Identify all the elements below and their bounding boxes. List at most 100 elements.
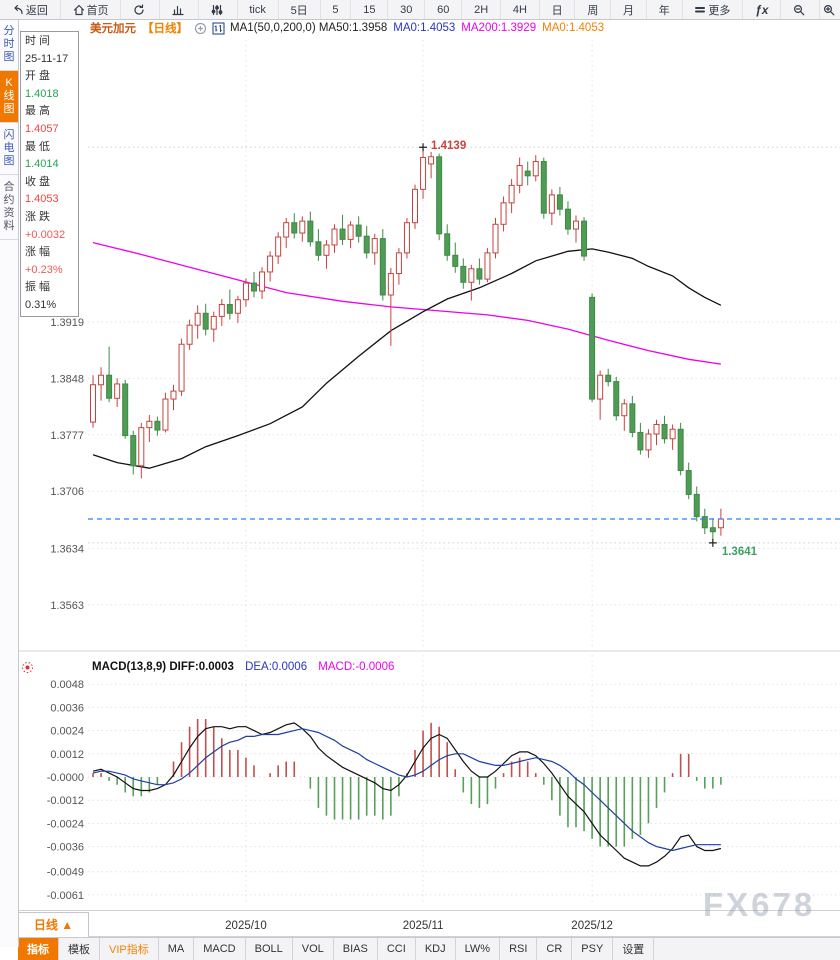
candle (597, 374, 604, 400)
period-year-button[interactable]: 年 (647, 0, 683, 19)
period-2h-button[interactable]: 2H (462, 0, 501, 19)
indicator-tab-CCI[interactable]: CCI (378, 938, 416, 960)
ma-line-ma50 (92, 248, 722, 469)
macd-diff-line (92, 722, 722, 867)
indicator-tab-设置[interactable]: 设置 (613, 938, 655, 960)
candle (355, 224, 362, 237)
indicator-tab-KDJ[interactable]: KDJ (416, 938, 456, 960)
indicator-settings-button[interactable] (199, 0, 238, 19)
indicator-tab-模板[interactable]: 模板 (59, 938, 100, 960)
toolbar-item-label: 15 (363, 3, 376, 16)
more-button[interactable]: 更多 (683, 0, 744, 19)
candle (218, 304, 225, 317)
candle (500, 202, 507, 225)
refresh-icon (133, 3, 145, 16)
indicator-tab-CR[interactable]: CR (537, 938, 573, 960)
indicator-tab-LW%[interactable]: LW% (456, 938, 501, 960)
indicator-tab-RSI[interactable]: RSI (500, 938, 538, 960)
info-value: +0.23% (25, 263, 63, 276)
home-icon (73, 4, 85, 16)
period-day-button[interactable]: 日 (540, 0, 576, 19)
period-5-button[interactable]: 5 (321, 0, 352, 19)
back-button[interactable]: 返回 (0, 0, 61, 19)
macd-y-axis-label: -0.0012 (47, 795, 84, 807)
period-4h-button[interactable]: 4H (501, 0, 540, 19)
candle (452, 254, 459, 267)
candle (186, 324, 193, 345)
fx-button[interactable]: ƒx (743, 0, 782, 19)
sidebar-tab-3[interactable]: 闪电图 (0, 123, 18, 175)
candle (476, 268, 483, 280)
period-tick-button[interactable]: tick (238, 0, 279, 19)
low-annotation: 1.3641 (722, 546, 758, 558)
toolbar-item-label: 日 (551, 4, 563, 17)
macd-hist-label: MACD:-0.0006 (318, 661, 395, 673)
period-5d-button[interactable]: 5日 (279, 0, 321, 19)
top-toolbar: 返回 首页 tick 5日 5 15 30 60 2H 4H 日 周 月 年 更多 ƒx (0, 0, 840, 20)
candle (532, 161, 539, 177)
sliders-icon (211, 4, 223, 16)
indicator-tab-BOLL[interactable]: BOLL (246, 938, 293, 960)
indicator-tab-指标[interactable]: 指标 (18, 938, 59, 960)
candle (564, 208, 571, 230)
watermark: FX678 (703, 886, 816, 923)
period-week-button[interactable]: 周 (575, 0, 612, 19)
period-dropdown-button[interactable]: 日线 ▲ (18, 912, 89, 938)
candle (98, 374, 105, 386)
candle (492, 223, 499, 254)
toolbar-item-label: ƒx (755, 2, 769, 17)
candle (90, 384, 96, 423)
candle (194, 312, 201, 326)
candle (267, 255, 274, 273)
period-30-button[interactable]: 30 (388, 0, 426, 19)
indicator-tab-MACD[interactable]: MACD (194, 938, 246, 960)
magnifier-minus-icon (793, 4, 805, 16)
zoom-in-button[interactable] (820, 0, 840, 19)
info-label: 涨 跌 (25, 210, 51, 223)
candle (556, 194, 563, 210)
ohlc-info-panel: 时 间 25-11-17 开 盘 1.4018 最 高 1.4057 最 低 1.4014 收 … (20, 31, 79, 317)
toolbar-item-label: 月 (623, 4, 635, 17)
indicator-tab-BIAS[interactable]: BIAS (334, 938, 378, 960)
chart-style-button[interactable] (160, 0, 199, 19)
macd-y-axis-label: 0.0036 (50, 702, 84, 714)
candle (717, 518, 724, 529)
indicator-toggle-icon[interactable] (194, 22, 207, 35)
chart-type-icon[interactable] (212, 21, 225, 35)
menu-icon (694, 4, 706, 16)
sidebar-tab-1[interactable]: 分时图 (0, 19, 18, 71)
home-button[interactable]: 首页 (61, 0, 122, 19)
macd-y-axis-label: -0.0000 (47, 772, 84, 784)
macd-settings-icon[interactable] (20, 660, 35, 675)
sidebar-tab-4[interactable]: 合约资料 (0, 175, 18, 240)
info-value: 1.4018 (25, 87, 59, 100)
period-15-button[interactable]: 15 (351, 0, 389, 19)
refresh-button[interactable] (121, 0, 161, 19)
candle (540, 161, 547, 214)
period-60-button[interactable]: 60 (425, 0, 463, 19)
candle (307, 220, 314, 243)
y-axis-label: 1.3777 (50, 430, 84, 442)
indicator-tab-VIP指标[interactable]: VIP指标 (100, 938, 159, 960)
toolbar-item-label: 2H (474, 3, 489, 16)
toolbar-item-label: 首页 (86, 4, 109, 17)
indicator-tab-MA[interactable]: MA (159, 938, 195, 960)
period-month-button[interactable]: 月 (611, 0, 647, 19)
indicator-tab-VOL[interactable]: VOL (293, 938, 334, 960)
candle (460, 265, 467, 283)
candle (283, 222, 290, 238)
candle (468, 268, 475, 283)
y-axis-label: 1.3634 (50, 543, 84, 555)
candle (323, 244, 330, 256)
info-label: 最 高 (25, 105, 51, 118)
candle (524, 170, 531, 177)
toolbar-item-label: 年 (658, 4, 670, 17)
toolbar-item-label: tick (249, 3, 266, 16)
indicator-tab-PSY[interactable]: PSY (572, 938, 614, 960)
candle (484, 252, 491, 280)
zoom-out-button[interactable] (781, 0, 821, 19)
